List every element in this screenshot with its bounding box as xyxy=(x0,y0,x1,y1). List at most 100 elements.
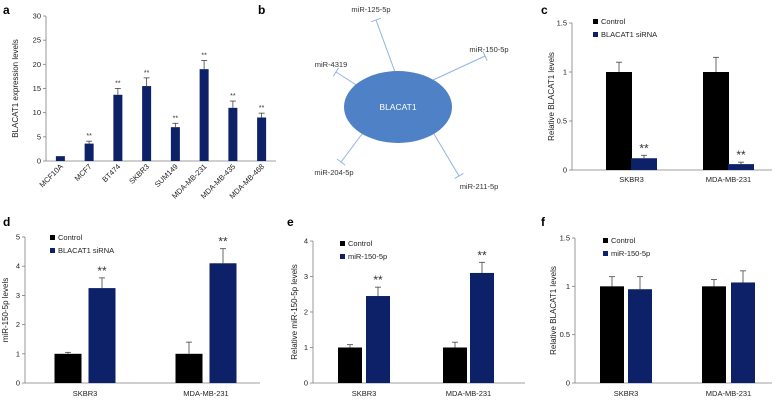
panel-label: c xyxy=(541,3,548,17)
significance-label: ** xyxy=(201,52,207,59)
panel-label: b xyxy=(258,3,265,17)
bar xyxy=(199,69,209,161)
y-axis-label: miR-150-5p levels xyxy=(1,278,10,342)
y-tick-label: 0 xyxy=(37,157,41,166)
edge xyxy=(430,55,486,82)
x-tick-label: SKBR3 xyxy=(614,389,639,398)
panel-label: e xyxy=(287,215,294,229)
x-tick-label: SKBR3 xyxy=(73,389,98,398)
y-tick-label: 3 xyxy=(16,291,20,300)
x-tick-label: MDA-MB-231 xyxy=(183,389,228,398)
bar xyxy=(631,158,657,170)
y-tick-label: 4 xyxy=(16,262,20,271)
mirna-label: miR-4319 xyxy=(315,60,348,69)
bar xyxy=(338,347,362,383)
legend-swatch xyxy=(593,32,598,37)
bar xyxy=(702,286,726,383)
y-tick-label: 15 xyxy=(33,84,41,93)
y-tick-label: 25 xyxy=(33,36,41,45)
y-axis-label: Relative miR-150-5p levels xyxy=(290,264,299,360)
x-tick-label: MCF7 xyxy=(73,162,94,183)
legend-swatch xyxy=(50,248,55,253)
legend-entry: Control xyxy=(601,17,626,26)
bar xyxy=(113,94,123,161)
significance-label: ** xyxy=(259,105,265,112)
significance-label: ** xyxy=(218,235,228,249)
legend-swatch xyxy=(50,235,55,240)
bar xyxy=(228,107,238,161)
x-tick-label: MDA-MB-231 xyxy=(706,389,751,398)
bar xyxy=(170,127,180,161)
inhibition-bar xyxy=(482,51,488,61)
bar xyxy=(209,263,237,383)
panel-c: c 0 0.5 1 1.5 Relative BLACAT1 levels ** SKBR3 *… xyxy=(541,3,772,184)
legend-entry: Control xyxy=(348,239,373,248)
x-tick-label: SKBR3 xyxy=(127,162,151,186)
panel-a: a 0 5 10 15 20 25 30 BLACAT1 expression levels MC… xyxy=(3,3,276,201)
legend-entry: miR-150-5p xyxy=(611,249,650,258)
y-tick-label: 0.5 xyxy=(560,330,570,339)
legend-entry: BLACAT1 siRNA xyxy=(601,30,657,39)
y-tick-label: 0.5 xyxy=(557,117,567,126)
significance-label: ** xyxy=(97,264,107,278)
edge xyxy=(340,129,366,163)
bar xyxy=(628,289,652,383)
legend-entry: miR-150-5p xyxy=(348,252,387,261)
bar xyxy=(703,72,729,170)
x-tick-label: BT474 xyxy=(100,162,122,184)
y-axis-label: Relative BLACAT1 levels xyxy=(547,52,556,141)
bar xyxy=(84,143,94,161)
legend-swatch xyxy=(603,238,608,243)
inhibition-bar xyxy=(371,17,381,23)
bar xyxy=(142,86,152,161)
panel-label: a xyxy=(3,3,10,17)
y-tick-label: 1 xyxy=(563,68,567,77)
node-label: BLACAT1 xyxy=(379,102,416,112)
y-tick-label: 5 xyxy=(37,132,41,141)
panel-d: d 0 1 2 3 4 5 miR-150-5p levels ** SKBR3 ** MDA-MB-… xyxy=(1,215,260,398)
y-axis-label: Relative BLACAT1 levels xyxy=(549,266,558,355)
significance-label: ** xyxy=(115,81,121,88)
bar xyxy=(606,72,632,170)
mirna-label: miR-150-5p xyxy=(469,45,508,54)
bar xyxy=(175,353,203,383)
y-tick-label: 30 xyxy=(33,12,41,21)
legend-entry: Control xyxy=(611,236,636,245)
y-tick-label: 0 xyxy=(566,379,570,388)
x-tick-label: SKBR3 xyxy=(352,389,377,398)
panel-f: f 0 0.5 1 1.5 Relative BLACAT1 levels SKBR3 MDA… xyxy=(541,215,772,398)
y-tick-label: 2 xyxy=(16,320,20,329)
legend-entry: Control xyxy=(58,233,83,242)
panel-e: e 0 1 2 3 4 Relative miR-150-5p levels ** SKBR3 *… xyxy=(287,215,525,398)
inhibition-bar xyxy=(454,173,464,179)
y-tick-label: 5 xyxy=(16,233,20,242)
bar xyxy=(257,117,267,161)
x-tick-label: MCF10A xyxy=(37,162,64,189)
panel-b-network: b miR-125-5p miR-150-5p miR-4319 miR-204-5p m… xyxy=(258,3,509,191)
inhibition-bar xyxy=(336,158,346,166)
legend-swatch xyxy=(340,241,345,246)
bar xyxy=(728,164,754,170)
blacat1-node xyxy=(344,71,452,143)
mirna-label: miR-204-5p xyxy=(314,168,353,177)
bar xyxy=(443,347,467,383)
x-tick-label: SKBR3 xyxy=(619,175,644,184)
inhibition-bar xyxy=(332,67,340,77)
y-axis-label: BLACAT1 expression levels xyxy=(11,39,20,138)
y-tick-label: 2 xyxy=(304,308,308,317)
y-tick-label: 1 xyxy=(304,343,308,352)
y-tick-label: 0 xyxy=(563,166,567,175)
y-tick-label: 1 xyxy=(566,282,570,291)
mirna-label: miR-125-5p xyxy=(351,5,390,14)
y-tick-label: 4 xyxy=(304,237,308,246)
y-tick-label: 20 xyxy=(33,60,41,69)
y-tick-label: 1 xyxy=(16,349,20,358)
panel-label: f xyxy=(541,215,546,229)
panel-label: d xyxy=(3,215,10,229)
significance-label: ** xyxy=(639,141,649,155)
bar xyxy=(88,288,116,383)
significance-label: ** xyxy=(736,148,746,162)
bar xyxy=(366,296,390,383)
y-tick-label: 0 xyxy=(304,379,308,388)
significance-label: ** xyxy=(173,115,179,122)
